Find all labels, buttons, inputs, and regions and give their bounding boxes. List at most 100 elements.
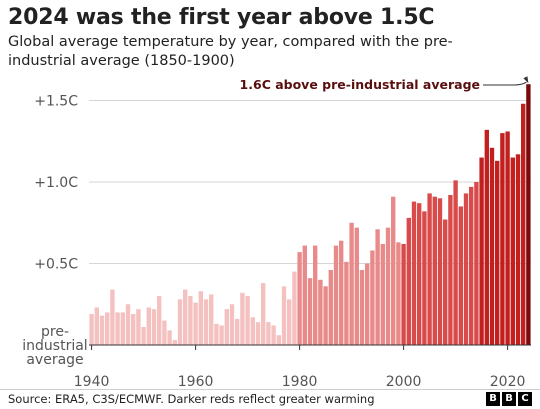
bar	[209, 294, 214, 345]
bbc-logo-letter: B	[502, 392, 516, 406]
bar	[276, 335, 281, 345]
bar	[307, 278, 313, 345]
bar	[453, 180, 458, 345]
bar	[484, 129, 489, 345]
bar	[151, 309, 157, 345]
x-tick-label: 1980	[282, 374, 318, 389]
bar	[333, 245, 339, 345]
bar	[198, 291, 203, 345]
bar	[318, 279, 323, 345]
bar	[521, 103, 526, 345]
bar	[526, 84, 531, 345]
y-tick-label: +1.5C	[34, 94, 78, 110]
bar	[172, 340, 177, 345]
y-tick-label: pre-industrial average	[22, 324, 87, 368]
bar	[240, 292, 245, 345]
y-tick-label: +1.0C	[34, 175, 78, 191]
bar	[224, 309, 229, 345]
bar	[94, 307, 99, 345]
bar	[125, 304, 131, 345]
bar	[157, 296, 162, 345]
bar	[120, 312, 125, 345]
bar	[271, 325, 276, 345]
bar	[489, 147, 495, 345]
bar	[110, 289, 115, 345]
bar	[396, 242, 401, 345]
bar	[385, 227, 391, 345]
bar	[417, 203, 422, 345]
bar	[391, 196, 396, 345]
bar	[162, 320, 167, 345]
source-note: Source: ERA5, C3S/ECMWF. Darker reds ref…	[8, 392, 375, 406]
bar	[188, 296, 193, 345]
bar	[229, 304, 235, 345]
x-tick-label: 1940	[74, 374, 110, 389]
bar	[515, 154, 521, 345]
bar	[359, 270, 365, 345]
annotation-arrowhead	[523, 76, 529, 84]
bar	[214, 323, 219, 345]
x-tick-label: 2020	[490, 374, 526, 389]
bar	[500, 133, 505, 345]
bar	[474, 182, 479, 345]
bar	[380, 243, 385, 345]
bbc-logo-letter: C	[518, 392, 532, 406]
bar	[292, 271, 297, 345]
bar	[375, 229, 380, 345]
bar	[469, 186, 474, 345]
bbc-logo-letter: B	[486, 392, 500, 406]
bar	[505, 131, 510, 345]
bar-chart: pre-industrial average +0.5C +1.0C +1.5C 1940…	[22, 76, 531, 389]
x-tick-label: 2000	[386, 374, 422, 389]
bar	[344, 261, 349, 345]
bar	[245, 296, 250, 345]
bar	[219, 325, 224, 345]
bar	[401, 243, 406, 345]
bar	[339, 240, 344, 345]
footer: Source: ERA5, C3S/ECMWF. Darker reds ref…	[0, 389, 540, 409]
bar	[406, 217, 411, 345]
bar	[437, 198, 443, 345]
bar	[510, 157, 515, 345]
bar	[443, 219, 448, 345]
bar	[354, 227, 359, 345]
bar	[432, 196, 437, 345]
chart-title: 2024 was the first year above 1.5C	[8, 5, 435, 30]
bar	[313, 245, 318, 345]
bar	[297, 252, 302, 345]
bar	[105, 312, 110, 345]
annotation-label: 1.6C above pre-industrial average	[240, 77, 480, 92]
bar	[302, 245, 307, 345]
bar	[323, 286, 328, 345]
bar	[255, 322, 261, 345]
bar	[266, 322, 271, 345]
bar	[177, 299, 183, 345]
bbc-logo: B B C	[486, 392, 532, 406]
bar	[287, 299, 292, 345]
bar	[479, 157, 484, 345]
bar	[235, 318, 240, 345]
bar	[89, 314, 94, 345]
bar	[203, 299, 209, 345]
bar	[167, 330, 172, 345]
bar	[411, 201, 417, 345]
bar	[131, 314, 136, 345]
bar	[463, 193, 469, 345]
bar	[115, 312, 120, 345]
bar	[261, 283, 266, 345]
bar	[281, 286, 287, 345]
chart-subtitle: Global average temperature by year, comp…	[8, 34, 453, 69]
bar	[495, 160, 500, 345]
bar	[458, 206, 463, 345]
bar	[448, 195, 453, 345]
bar	[99, 315, 105, 345]
bar	[250, 317, 255, 345]
bar	[349, 222, 354, 345]
annotation-arrow	[483, 81, 527, 86]
bar	[427, 193, 432, 345]
y-tick-label: +0.5C	[34, 257, 78, 273]
bar	[136, 309, 141, 345]
bar	[146, 307, 151, 345]
bar	[422, 211, 427, 345]
